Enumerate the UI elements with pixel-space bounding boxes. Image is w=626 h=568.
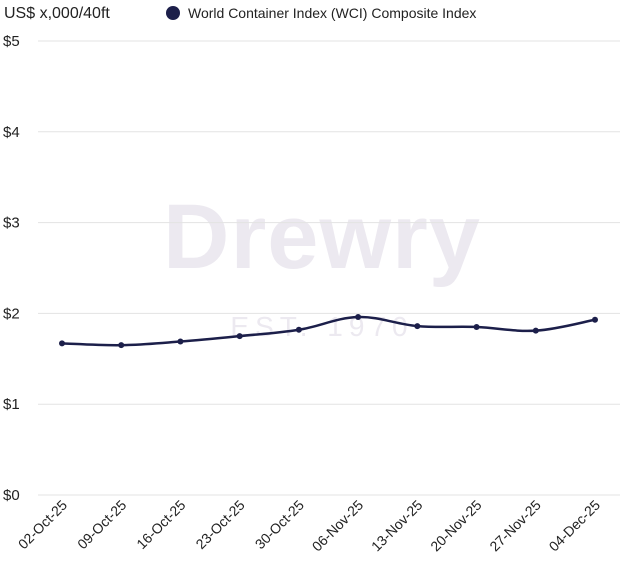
x-tick-label: 23-Oct-25 — [192, 497, 247, 552]
unit-label: US$ x,000/40ft — [4, 5, 110, 22]
x-tick-label: 27-Nov-25 — [486, 497, 544, 555]
x-tick-label: 04-Dec-25 — [546, 497, 604, 555]
y-tick-label: $5 — [3, 33, 20, 50]
x-tick-label: 30-Oct-25 — [252, 497, 307, 552]
data-point — [295, 326, 302, 333]
grid-lines — [38, 40, 620, 496]
data-points — [59, 314, 598, 349]
y-tick-label: $2 — [3, 305, 20, 322]
data-point — [592, 316, 598, 323]
watermark: Drewry EST. 1970 — [163, 186, 481, 342]
x-tick-label: 02-Oct-25 — [15, 497, 70, 552]
data-point — [59, 340, 65, 347]
legend-swatch — [166, 6, 180, 20]
watermark-est: EST. 1970 — [230, 311, 413, 342]
legend: World Container Index (WCI) Composite In… — [166, 5, 476, 21]
data-point — [414, 323, 421, 330]
data-point — [236, 333, 243, 340]
x-tick-label: 06-Nov-25 — [309, 497, 367, 555]
x-tick-label: 20-Nov-25 — [427, 497, 485, 555]
data-point — [532, 327, 539, 334]
y-tick-label: $1 — [3, 396, 20, 413]
data-point — [473, 324, 480, 331]
y-axis-ticks: $0 $1 $2 $3 $4 $5 — [3, 33, 20, 504]
watermark-logo: Drewry — [163, 186, 481, 288]
x-tick-label: 16-Oct-25 — [133, 497, 188, 552]
series-line-wci — [60, 315, 597, 347]
y-tick-label: $0 — [3, 487, 20, 504]
x-tick-label: 13-Nov-25 — [368, 497, 426, 555]
x-tick-label: 09-Oct-25 — [74, 497, 129, 552]
data-point — [118, 342, 125, 349]
legend-entry-wci: World Container Index (WCI) Composite In… — [188, 5, 476, 21]
y-tick-label: $3 — [3, 215, 20, 232]
data-point — [355, 314, 362, 321]
x-axis-ticks: 02-Oct-25 09-Oct-25 16-Oct-25 23-Oct-25 30-O… — [15, 497, 603, 555]
data-point — [177, 338, 184, 345]
y-tick-label: $4 — [3, 124, 20, 141]
